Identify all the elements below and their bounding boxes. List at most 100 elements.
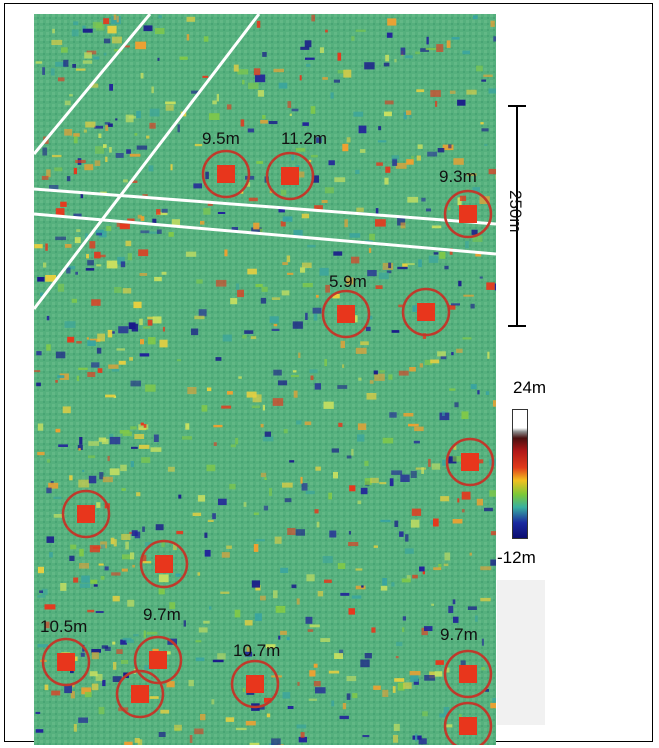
- terrain-speck: [280, 189, 287, 196]
- terrain-speck: [100, 576, 105, 580]
- terrain-speck: [127, 218, 135, 223]
- height-label-b: 11.2m: [281, 129, 327, 148]
- terrain-speck: [242, 335, 247, 339]
- terrain-speck: [378, 126, 382, 131]
- terrain-speck: [125, 114, 134, 123]
- terrain-speck: [251, 405, 260, 409]
- terrain-speck: [250, 336, 257, 340]
- terrain-speck: [413, 440, 420, 444]
- terrain-speck: [116, 15, 119, 23]
- terrain-speck: [300, 732, 305, 738]
- terrain-speck: [324, 579, 332, 583]
- terrain-speck: [164, 651, 171, 655]
- terrain-speck: [301, 483, 308, 491]
- terrain-speck: [231, 227, 238, 231]
- terrain-speck: [444, 552, 451, 561]
- terrain-speck: [162, 326, 165, 332]
- terrain-speck: [439, 251, 446, 259]
- terrain-speck: [307, 629, 314, 632]
- terrain-speck: [367, 270, 377, 277]
- terrain-speck: [357, 500, 362, 505]
- terrain-speck: [287, 272, 294, 275]
- terrain-speck: [257, 706, 265, 710]
- terrain-speck: [280, 630, 287, 635]
- terrain-speck: [115, 118, 118, 121]
- terrain-speck: [306, 63, 311, 67]
- terrain-speck: [37, 423, 44, 431]
- terrain-speck: [300, 46, 310, 50]
- terrain-speck: [186, 34, 190, 41]
- terrain-speck: [282, 692, 291, 699]
- terrain-speck: [440, 496, 450, 502]
- terrain-speck: [459, 195, 467, 201]
- terrain-speck: [50, 68, 55, 76]
- terrain-speck: [129, 357, 133, 361]
- terrain-speck: [91, 652, 99, 660]
- terrain-speck: [408, 423, 419, 427]
- terrain-speck: [188, 679, 194, 687]
- terrain-speck: [346, 137, 351, 143]
- terrain-speck: [182, 436, 192, 440]
- terrain-speck: [104, 566, 109, 571]
- terrain-speck: [295, 529, 305, 536]
- terrain-speck: [437, 148, 445, 153]
- terrain-speck: [490, 20, 495, 27]
- terrain-speck: [389, 478, 394, 487]
- terrain-speck: [293, 390, 298, 398]
- terrain-speck: [114, 287, 122, 293]
- terrain-speck: [197, 572, 201, 576]
- terrain-speck: [143, 25, 153, 32]
- terrain-speck: [451, 352, 454, 356]
- terrain-speck: [125, 240, 132, 247]
- terrain-speck: [76, 341, 82, 344]
- terrain-speck: [457, 498, 460, 503]
- terrain-speck: [346, 455, 352, 459]
- terrain-speck: [107, 455, 110, 462]
- terrain-speck: [433, 252, 439, 255]
- terrain-speck: [324, 187, 334, 194]
- terrain-speck: [386, 270, 392, 274]
- terrain-speck: [440, 355, 447, 360]
- terrain-speck: [475, 615, 478, 622]
- terrain-speck: [37, 595, 46, 598]
- terrain-speck: [175, 573, 181, 577]
- terrain-speck: [99, 472, 104, 480]
- terrain-speck: [376, 162, 383, 166]
- terrain-speck: [176, 359, 181, 362]
- terrain-speck: [158, 732, 166, 737]
- terrain-speck: [144, 665, 153, 670]
- terrain-speck: [113, 662, 117, 670]
- terrain-speck: [87, 340, 96, 346]
- terrain-speck: [111, 369, 120, 372]
- terrain-speck: [37, 277, 45, 282]
- terrain-speck: [97, 333, 105, 342]
- terrain-speck: [139, 444, 150, 449]
- terrain-speck: [55, 428, 61, 433]
- terrain-speck: [107, 329, 113, 338]
- terrain-speck: [393, 723, 400, 731]
- terrain-speck: [100, 544, 106, 549]
- terrain-speck: [405, 534, 409, 542]
- terrain-speck: [142, 526, 145, 532]
- terrain-speck: [274, 536, 282, 544]
- terrain-speck: [57, 375, 65, 379]
- terrain-speck: [73, 724, 77, 732]
- building-ring: [445, 437, 495, 487]
- terrain-speck: [89, 83, 99, 88]
- terrain-speck: [348, 608, 355, 615]
- terrain-speck: [310, 375, 314, 381]
- terrain-speck: [151, 86, 154, 94]
- terrain-speck: [148, 165, 154, 172]
- terrain-speck: [439, 713, 447, 718]
- building-blob: [337, 305, 355, 323]
- terrain-speck: [322, 556, 333, 564]
- terrain-speck: [378, 272, 389, 280]
- terrain-speck: [64, 129, 73, 136]
- terrain-speck: [358, 125, 367, 134]
- terrain-speck: [212, 659, 224, 663]
- terrain-speck: [366, 326, 371, 332]
- terrain-speck: [364, 653, 372, 659]
- building-ring: [41, 637, 91, 687]
- terrain-speck: [78, 448, 81, 451]
- terrain-speck: [460, 660, 466, 667]
